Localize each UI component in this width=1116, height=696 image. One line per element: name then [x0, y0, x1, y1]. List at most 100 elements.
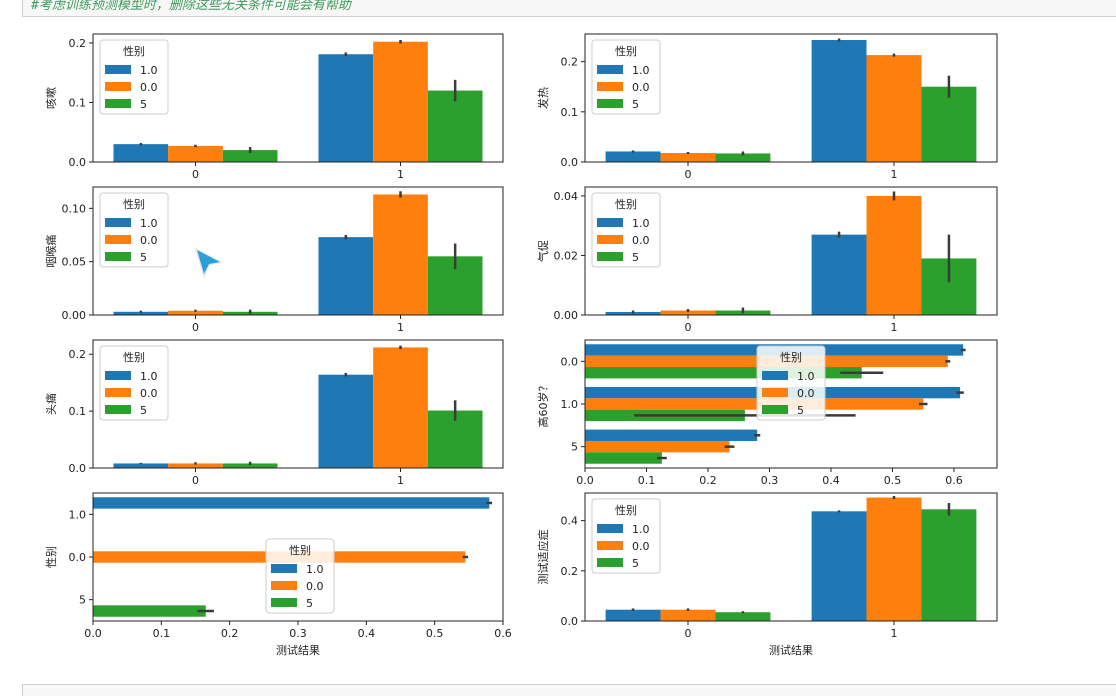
legend-label: 5 [632, 98, 639, 111]
y-tick-label: 5 [79, 594, 86, 607]
bar [93, 497, 490, 509]
y-axis-label: 性别 [44, 546, 58, 568]
y-tick-label: 0.1 [561, 106, 579, 119]
legend-label: 5 [632, 557, 639, 570]
legend-label: 1.0 [140, 64, 158, 77]
panel-cough: 0.0 0.1 0.2 0 1 咳嗽 性别 1.0 0.0 5 [44, 33, 504, 181]
legend: 性别 1.0 0.0 5 [756, 345, 826, 421]
bar [373, 41, 428, 163]
legend-swatch [597, 235, 623, 244]
y-axis-label: 头痛 [44, 393, 58, 415]
y-tick-label: 0.05 [62, 256, 87, 269]
bar [921, 509, 977, 621]
legend-title: 性别 [289, 543, 311, 557]
x-tick-label: 1 [891, 168, 898, 181]
y-tick-label: 0.10 [62, 202, 87, 215]
bar [113, 311, 169, 315]
legend: 性别 1.0 0.0 5 [99, 345, 169, 421]
legend-swatch [105, 99, 131, 108]
legend-swatch [597, 524, 623, 533]
legend: 性别 1.0 0.0 5 [99, 192, 169, 268]
legend-label: 5 [140, 404, 147, 417]
bar [318, 374, 374, 468]
mouse-cursor-icon [194, 247, 224, 279]
x-tick-label: 0.3 [289, 627, 307, 640]
legend-swatch [762, 388, 788, 397]
y-axis-label: 发热 [536, 87, 550, 109]
legend-label: 0.0 [632, 540, 650, 553]
x-axis-label: 测试结果 [769, 644, 813, 657]
legend: 性别 1.0 0.0 5 [591, 192, 661, 268]
x-tick-label: 0 [685, 168, 692, 181]
legend-label: 1.0 [632, 217, 650, 230]
x-tick-label: 1 [397, 474, 404, 487]
axes-frame [92, 33, 504, 163]
legend-label: 5 [306, 597, 313, 610]
bar [318, 54, 374, 162]
x-tick-label: 0 [192, 474, 199, 487]
x-tick-label: 0.4 [358, 627, 376, 640]
legend-swatch [105, 65, 131, 74]
x-tick-label: 0.1 [153, 627, 171, 640]
legend-box [591, 192, 661, 268]
legend-swatch [105, 388, 131, 397]
bar [222, 150, 278, 162]
legend-swatch [597, 541, 623, 550]
axes-frame [92, 492, 504, 622]
x-tick-label: 0.6 [945, 474, 963, 487]
bar [585, 440, 730, 453]
bar [866, 55, 922, 162]
legend: 性别 1.0 0.0 5 [591, 39, 661, 115]
legend-label: 0.0 [797, 387, 815, 400]
legend-label: 0.0 [632, 234, 650, 247]
legend-swatch [271, 564, 297, 573]
y-tick-label: 0.4 [561, 515, 579, 528]
legend-label: 5 [632, 251, 639, 264]
legend-swatch [597, 65, 623, 74]
y-tick-label: 0.0 [561, 156, 579, 169]
bar [715, 153, 771, 162]
code-comment-text: #考虑训练预测模型时，删除这些无关条件可能会有帮助 [31, 0, 351, 13]
bar [605, 151, 661, 162]
legend-title: 性别 [780, 350, 802, 364]
bar [866, 195, 922, 315]
bar [168, 463, 223, 468]
y-tick-label: 0.1 [69, 405, 87, 418]
bar [715, 612, 771, 621]
panel-age_60: 0.0 1.0 5 0.0 0.1 0.2 0.3 0.4 0.5 0.6 高60岁？ 性别 1.0 0.… [536, 339, 998, 487]
legend-label: 1.0 [140, 370, 158, 383]
y-tick-label: 0.00 [62, 309, 87, 322]
bar [168, 145, 223, 162]
legend: 性别 1.0 0.0 5 [99, 39, 169, 115]
bar [921, 86, 977, 162]
axes-frame [584, 186, 998, 316]
legend: 性别 1.0 0.0 5 [591, 498, 661, 574]
bar [811, 511, 867, 621]
legend-swatch [271, 598, 297, 607]
legend-swatch [762, 371, 788, 380]
y-axis-label: 咽喉痛 [44, 235, 58, 268]
code-cell-comment[interactable]: #考虑训练预测模型时，删除这些无关条件可能会有帮助 [22, 0, 1116, 17]
legend-swatch [597, 82, 623, 91]
bar [427, 90, 483, 162]
y-tick-label: 0.02 [554, 249, 579, 262]
axes-frame [92, 186, 504, 316]
y-tick-label: 0.0 [69, 156, 87, 169]
bar [811, 234, 867, 315]
bar [660, 152, 716, 162]
legend-swatch [597, 99, 623, 108]
legend-label: 1.0 [632, 523, 650, 536]
x-tick-label: 0.2 [699, 474, 717, 487]
y-tick-label: 0.2 [561, 56, 579, 69]
panel-fever: 0.0 0.1 0.2 0 1 发热 性别 1.0 0.0 5 [536, 33, 998, 181]
legend-title: 性别 [123, 197, 145, 211]
axes-frame [584, 492, 998, 622]
legend-label: 0.0 [140, 234, 158, 247]
legend-label: 1.0 [140, 217, 158, 230]
legend-label: 0.0 [140, 387, 158, 400]
legend-title: 性别 [123, 44, 145, 58]
next-code-cell[interactable] [22, 684, 1116, 696]
